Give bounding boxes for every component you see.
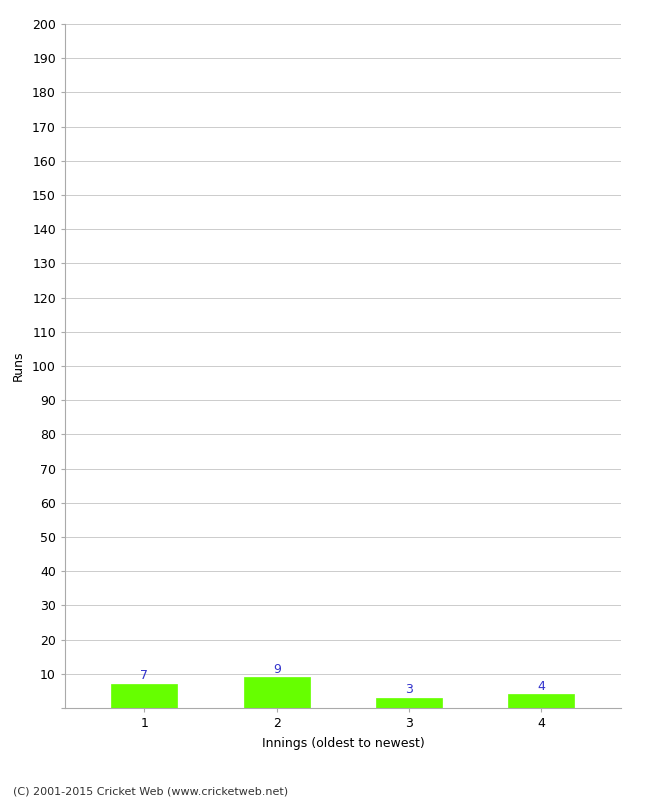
Text: 9: 9: [273, 662, 281, 675]
Bar: [508, 694, 575, 708]
Bar: [244, 678, 310, 708]
Y-axis label: Runs: Runs: [12, 350, 25, 382]
Bar: [111, 684, 177, 708]
Text: 4: 4: [538, 680, 545, 693]
Bar: [376, 698, 442, 708]
X-axis label: Innings (oldest to newest): Innings (oldest to newest): [261, 737, 424, 750]
Text: 3: 3: [405, 683, 413, 696]
Text: 7: 7: [140, 670, 148, 682]
Text: (C) 2001-2015 Cricket Web (www.cricketweb.net): (C) 2001-2015 Cricket Web (www.cricketwe…: [13, 786, 288, 796]
